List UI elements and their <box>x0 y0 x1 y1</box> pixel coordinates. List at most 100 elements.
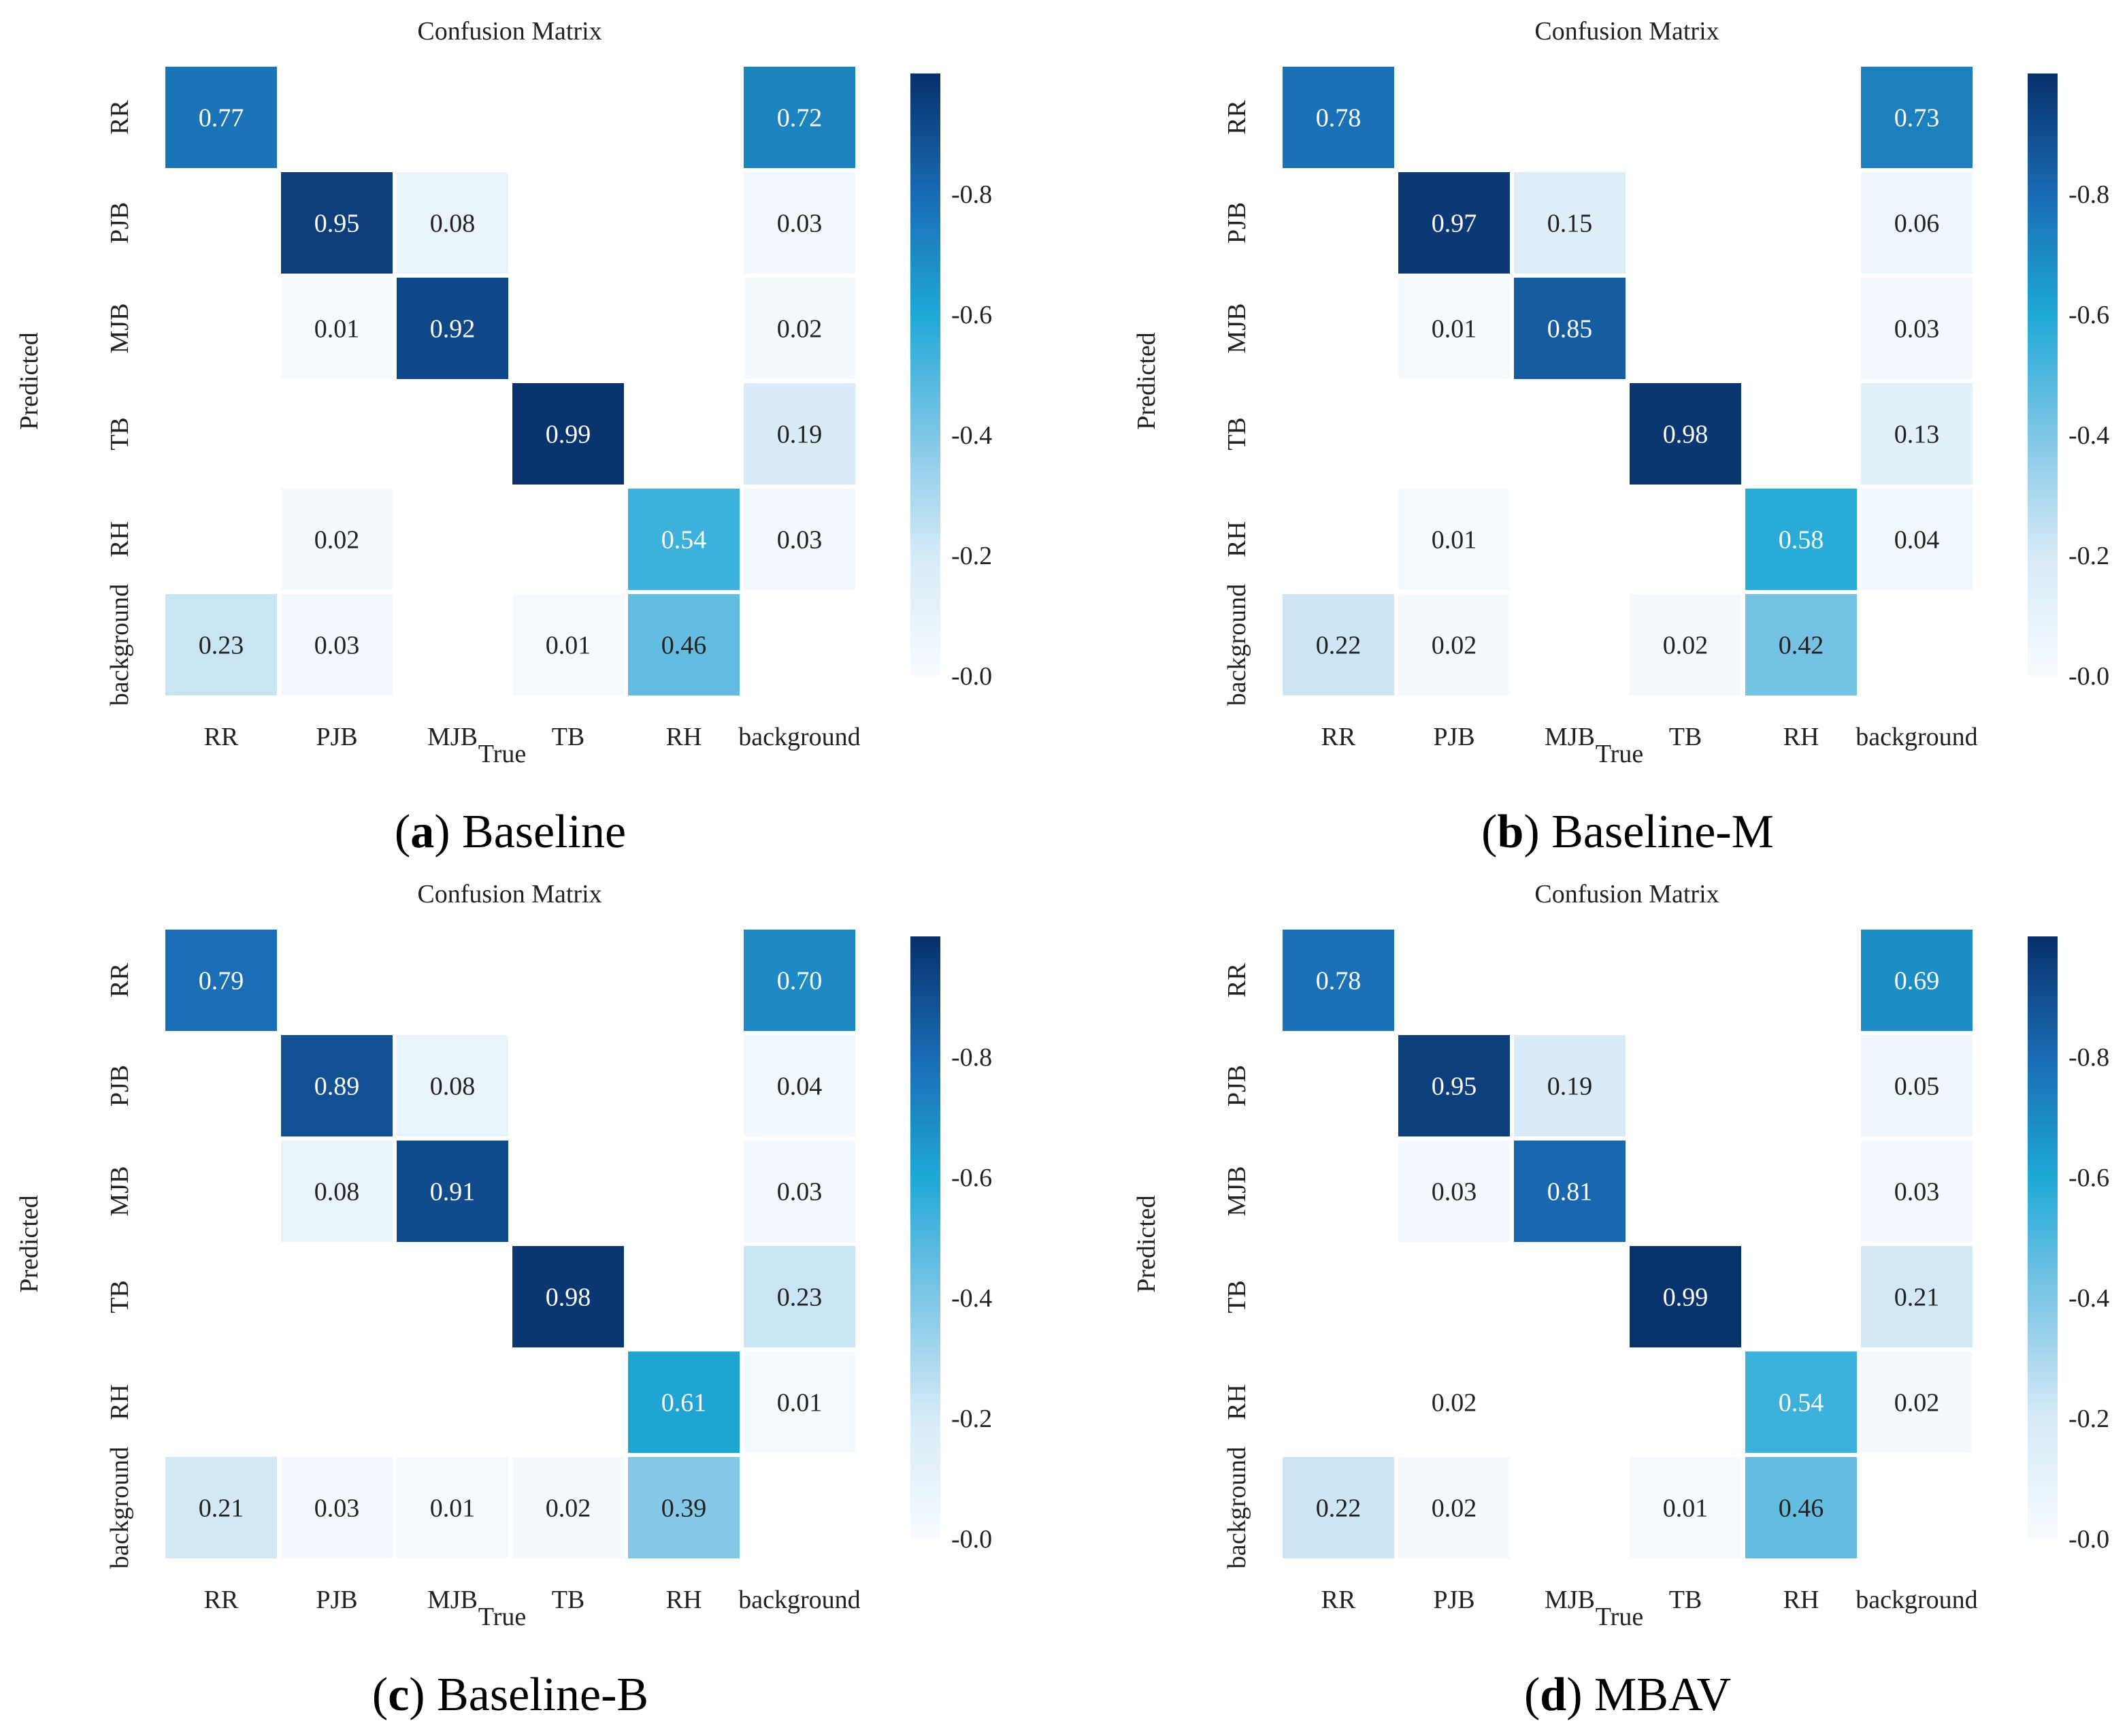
cell-RR-RR <box>165 930 277 1031</box>
panel-caption: (a) Baseline <box>395 806 626 858</box>
cell-value-label: 0.22 <box>1316 632 1362 660</box>
cell-RR-background <box>1861 67 1973 168</box>
cell-value-label: 0.02 <box>1663 632 1709 660</box>
cell-TB-background <box>744 1246 855 1347</box>
y-tick-label: background <box>1223 1447 1251 1569</box>
cell-value-label: 0.23 <box>777 1283 823 1312</box>
cell-value-label: 0.78 <box>1316 967 1362 996</box>
y-tick-label: RR <box>1223 963 1251 998</box>
cell-value-label: 0.03 <box>1894 1178 1940 1207</box>
x-tick-label: TB <box>1669 1586 1702 1614</box>
panel-a: Confusion Matrix 0.77 0.72 0.95 0.08 0.03 0.01… <box>15 17 992 858</box>
colorbar-tick-label: -0.2 <box>951 542 992 570</box>
cell-value-label: 0.03 <box>1894 315 1940 344</box>
cell-background-MJB <box>397 1457 508 1558</box>
x-tick-label: background <box>738 723 860 751</box>
colorbar-tick-label: -0.0 <box>951 662 992 691</box>
colorbar-tick-label: -0.2 <box>2068 542 2109 570</box>
cell-RR-RR <box>1283 930 1394 1031</box>
x-tick-label: MJB <box>427 1586 478 1614</box>
x-tick-label: background <box>738 1586 860 1614</box>
y-tick-label: RH <box>1223 1384 1251 1420</box>
x-axis-label: True <box>478 740 526 768</box>
cell-value-label: 0.03 <box>1432 1178 1477 1207</box>
x-tick-label: PJB <box>1433 1586 1474 1614</box>
cell-value-label: 0.04 <box>1894 526 1940 555</box>
cell-background-RH <box>1745 594 1857 695</box>
cell-RR-background <box>744 930 855 1031</box>
cell-RH-RH <box>1745 489 1857 590</box>
cell-PJB-background <box>1861 172 1973 274</box>
cell-MJB-background <box>1861 278 1973 379</box>
cell-value-label: 0.01 <box>1432 315 1477 344</box>
cell-value-label: 0.91 <box>430 1178 476 1207</box>
cell-value-label: 0.02 <box>546 1494 591 1523</box>
cell-value-label: 0.21 <box>199 1494 244 1523</box>
y-tick-label: RR <box>1223 100 1251 135</box>
x-tick-label: RH <box>666 723 702 751</box>
cell-value-label: 0.46 <box>1779 1494 1824 1523</box>
y-tick-label: background <box>105 584 134 706</box>
x-axis-label: True <box>1596 1603 1643 1631</box>
x-tick-label: RR <box>204 723 239 751</box>
cell-PJB-PJB <box>1398 1035 1510 1136</box>
cell-value-label: 0.77 <box>199 104 244 133</box>
y-tick-label: TB <box>105 1280 134 1313</box>
cell-value-label: 0.61 <box>661 1389 707 1418</box>
cell-value-label: 0.95 <box>314 210 360 238</box>
cell-value-label: 0.02 <box>1432 632 1477 660</box>
cell-background-RH <box>1745 1457 1857 1558</box>
cell-PJB-MJB <box>397 1035 508 1136</box>
colorbar-tick-label: -0.4 <box>951 421 992 450</box>
cell-background-RH <box>628 1457 740 1558</box>
cell-value-label: 0.99 <box>1663 1283 1709 1312</box>
cell-value-label: 0.02 <box>1432 1494 1477 1523</box>
y-tick-label: MJB <box>1223 304 1251 354</box>
x-tick-label: TB <box>552 1586 585 1614</box>
cell-background-TB <box>512 1457 624 1558</box>
x-tick-label: MJB <box>427 723 478 751</box>
cell-TB-TB <box>512 383 624 485</box>
cell-value-label: 0.03 <box>777 526 823 555</box>
colorbar-tick-label: -0.8 <box>951 180 992 209</box>
cell-RH-background <box>744 1352 855 1453</box>
cell-TB-TB <box>1630 383 1741 485</box>
y-tick-label: background <box>105 1447 134 1569</box>
panel-c: Confusion Matrix 0.79 0.70 0.89 0.08 0.04 0.08… <box>15 880 992 1721</box>
cell-value-label: 0.15 <box>1547 210 1593 238</box>
cell-value-label: 0.54 <box>1779 1389 1824 1418</box>
cell-value-label: 0.05 <box>1894 1072 1940 1101</box>
y-tick-label: TB <box>105 417 134 451</box>
chart-title: Confusion Matrix <box>1534 17 1719 46</box>
colorbar-tick-label: -0.8 <box>2068 180 2109 209</box>
cell-value-label: 0.98 <box>546 1283 591 1312</box>
cell-value-label: 0.58 <box>1779 526 1824 555</box>
cell-PJB-PJB <box>281 1035 393 1136</box>
panel-caption: (c) Baseline-B <box>372 1669 648 1721</box>
cell-MJB-background <box>744 278 855 379</box>
y-tick-label: RR <box>105 963 134 998</box>
chart-title: Confusion Matrix <box>417 17 601 46</box>
cell-value-label: 0.01 <box>1663 1494 1709 1523</box>
cell-value-label: 0.19 <box>1547 1072 1593 1101</box>
y-axis-label: Predicted <box>1132 1195 1161 1293</box>
cell-background-RR <box>165 594 277 695</box>
cell-PJB-PJB <box>1398 172 1510 274</box>
colorbar-tick-label: -0.8 <box>951 1043 992 1072</box>
cell-background-TB <box>1630 1457 1741 1558</box>
x-tick-label: RR <box>1321 1586 1356 1614</box>
y-tick-label: PJB <box>105 1065 134 1107</box>
cell-value-label: 0.42 <box>1779 632 1824 660</box>
cell-value-label: 0.69 <box>1894 967 1940 996</box>
y-tick-label: PJB <box>1223 202 1251 244</box>
cell-value-label: 0.01 <box>777 1389 823 1418</box>
x-tick-label: MJB <box>1545 723 1595 751</box>
cell-value-label: 0.39 <box>661 1494 707 1523</box>
cell-value-label: 0.03 <box>777 210 823 238</box>
x-axis-label: True <box>1596 740 1643 768</box>
cell-value-label: 0.21 <box>1894 1283 1940 1312</box>
x-tick-label: PJB <box>316 723 357 751</box>
cell-TB-background <box>744 383 855 485</box>
cell-value-label: 0.02 <box>314 526 360 555</box>
y-tick-label: RH <box>105 521 134 557</box>
